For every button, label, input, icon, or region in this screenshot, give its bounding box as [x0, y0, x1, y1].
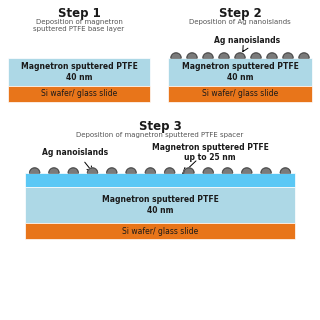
Polygon shape — [219, 53, 229, 58]
Text: Si wafer/ glass slide: Si wafer/ glass slide — [41, 90, 117, 99]
Polygon shape — [280, 168, 290, 173]
Bar — [8, 86, 150, 102]
Polygon shape — [299, 53, 309, 58]
Polygon shape — [299, 53, 309, 58]
Polygon shape — [187, 53, 197, 58]
Polygon shape — [251, 53, 261, 58]
Polygon shape — [280, 168, 290, 173]
Text: Step 3: Step 3 — [139, 120, 181, 133]
Polygon shape — [126, 168, 136, 173]
Polygon shape — [235, 53, 245, 58]
Text: Magnetron sputtered PTFE
40 nm: Magnetron sputtered PTFE 40 nm — [181, 62, 299, 82]
Polygon shape — [49, 168, 59, 173]
Bar — [25, 223, 295, 239]
Text: Ag nanoislands: Ag nanoislands — [42, 148, 108, 157]
Text: Ag nanoislands: Ag nanoislands — [214, 36, 280, 45]
Polygon shape — [107, 168, 117, 173]
Polygon shape — [126, 168, 136, 173]
Polygon shape — [187, 53, 197, 58]
Polygon shape — [184, 168, 194, 173]
Bar — [25, 173, 295, 187]
Polygon shape — [267, 53, 277, 58]
Polygon shape — [222, 168, 233, 173]
Polygon shape — [219, 53, 229, 58]
Polygon shape — [203, 53, 213, 58]
Polygon shape — [49, 168, 59, 173]
Polygon shape — [222, 168, 233, 173]
Polygon shape — [68, 168, 78, 173]
Polygon shape — [261, 168, 271, 173]
Polygon shape — [203, 53, 213, 58]
Polygon shape — [203, 168, 213, 173]
Polygon shape — [107, 168, 117, 173]
Text: Magnetron sputtered PTFE
40 nm: Magnetron sputtered PTFE 40 nm — [101, 195, 219, 215]
Polygon shape — [87, 168, 98, 173]
Polygon shape — [171, 53, 181, 58]
Polygon shape — [145, 168, 155, 173]
Polygon shape — [145, 168, 155, 173]
Text: Step 1: Step 1 — [58, 7, 100, 20]
Text: Step 2: Step 2 — [219, 7, 261, 20]
Bar — [25, 187, 295, 223]
Text: Deposition of magnetron sputtered PTFE spacer: Deposition of magnetron sputtered PTFE s… — [76, 132, 244, 138]
Text: Deposition of magnetron
sputtered PTFE base layer: Deposition of magnetron sputtered PTFE b… — [33, 19, 124, 32]
Text: Deposition of Ag nanoislands: Deposition of Ag nanoislands — [189, 19, 291, 25]
Text: Si wafer/ glass slide: Si wafer/ glass slide — [202, 90, 278, 99]
Polygon shape — [203, 168, 213, 173]
Polygon shape — [87, 168, 98, 173]
Polygon shape — [267, 53, 277, 58]
Polygon shape — [242, 168, 252, 173]
Polygon shape — [165, 168, 175, 173]
Bar — [168, 86, 312, 102]
Bar — [8, 58, 150, 86]
Polygon shape — [283, 53, 293, 58]
Polygon shape — [30, 168, 40, 173]
Polygon shape — [165, 168, 175, 173]
Polygon shape — [171, 53, 181, 58]
Polygon shape — [261, 168, 271, 173]
Polygon shape — [235, 53, 245, 58]
Polygon shape — [68, 168, 78, 173]
Polygon shape — [242, 168, 252, 173]
Polygon shape — [283, 53, 293, 58]
Bar — [168, 58, 312, 86]
Text: Magnetron sputtered PTFE
40 nm: Magnetron sputtered PTFE 40 nm — [20, 62, 137, 82]
Text: Si wafer/ glass slide: Si wafer/ glass slide — [122, 227, 198, 236]
Polygon shape — [251, 53, 261, 58]
Text: Magnetron sputtered PTFE
up to 25 nm: Magnetron sputtered PTFE up to 25 nm — [152, 143, 268, 163]
Polygon shape — [184, 168, 194, 173]
Polygon shape — [30, 168, 40, 173]
